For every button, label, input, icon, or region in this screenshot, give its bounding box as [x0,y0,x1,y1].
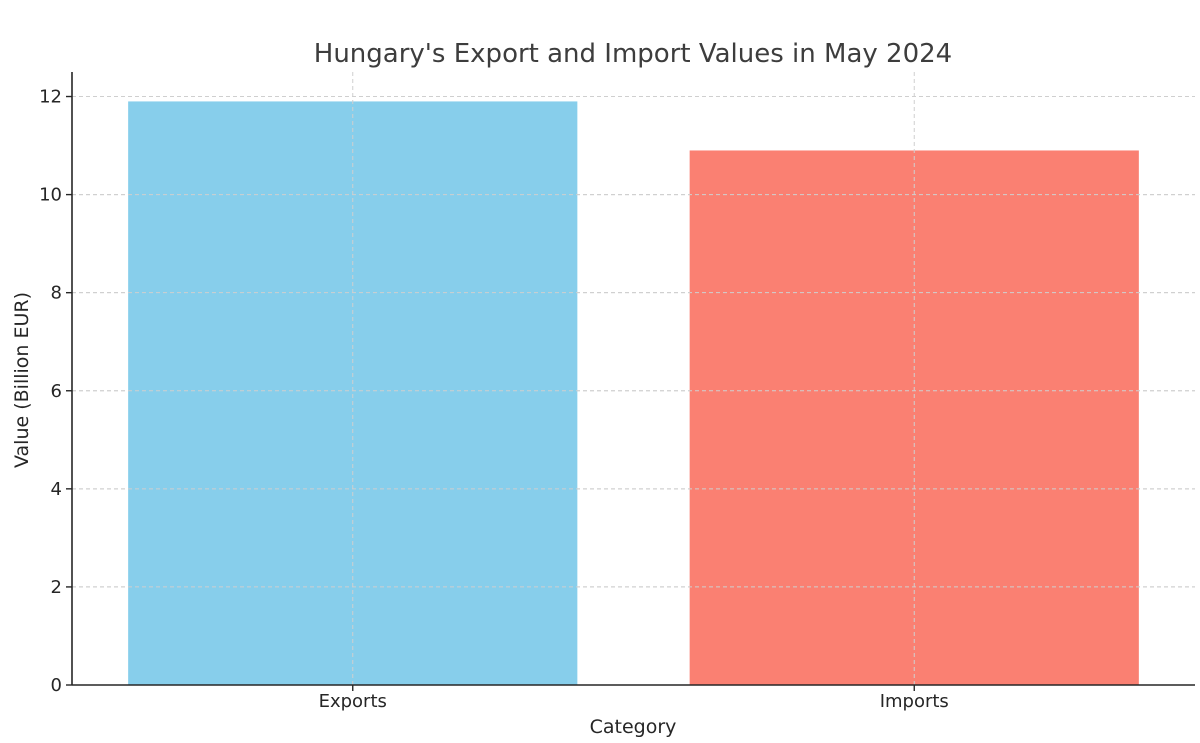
y-tick-label: 10 [39,185,62,206]
x-tick-label: Exports [319,691,387,712]
axes [71,72,1195,686]
x-axis-title: Category [590,716,677,738]
y-tick-label: 12 [39,87,62,108]
y-tick-label: 4 [51,479,62,500]
y-tick-label: 0 [51,675,62,696]
y-tick-label: 8 [51,283,62,304]
bars [72,72,1195,686]
y-tick-label: 2 [51,577,62,598]
ticks: 0 2 4 6 8 10 12 Exports Imports [39,87,949,712]
x-tick-label: Imports [880,691,949,712]
chart-title: Hungary's Export and Import Values in Ma… [314,39,952,69]
y-tick-label: 6 [51,381,62,402]
y-axis-title: Value (Billion EUR) [11,292,33,468]
